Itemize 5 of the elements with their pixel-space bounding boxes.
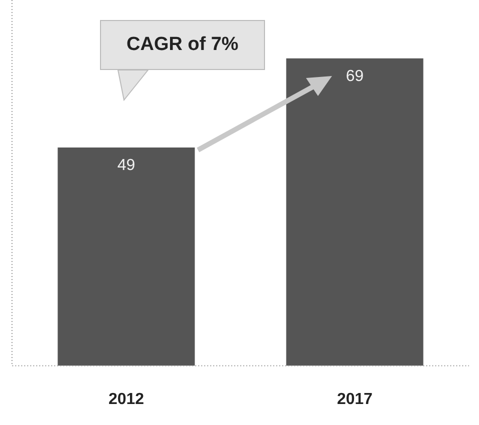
x-tick-label: 2017 [336, 390, 373, 408]
data-label: 49 [117, 156, 136, 174]
data-label: 69 [346, 68, 364, 85]
text: CAGR of 7% [100, 20, 265, 70]
x-tick-label: 2012 [108, 390, 144, 408]
